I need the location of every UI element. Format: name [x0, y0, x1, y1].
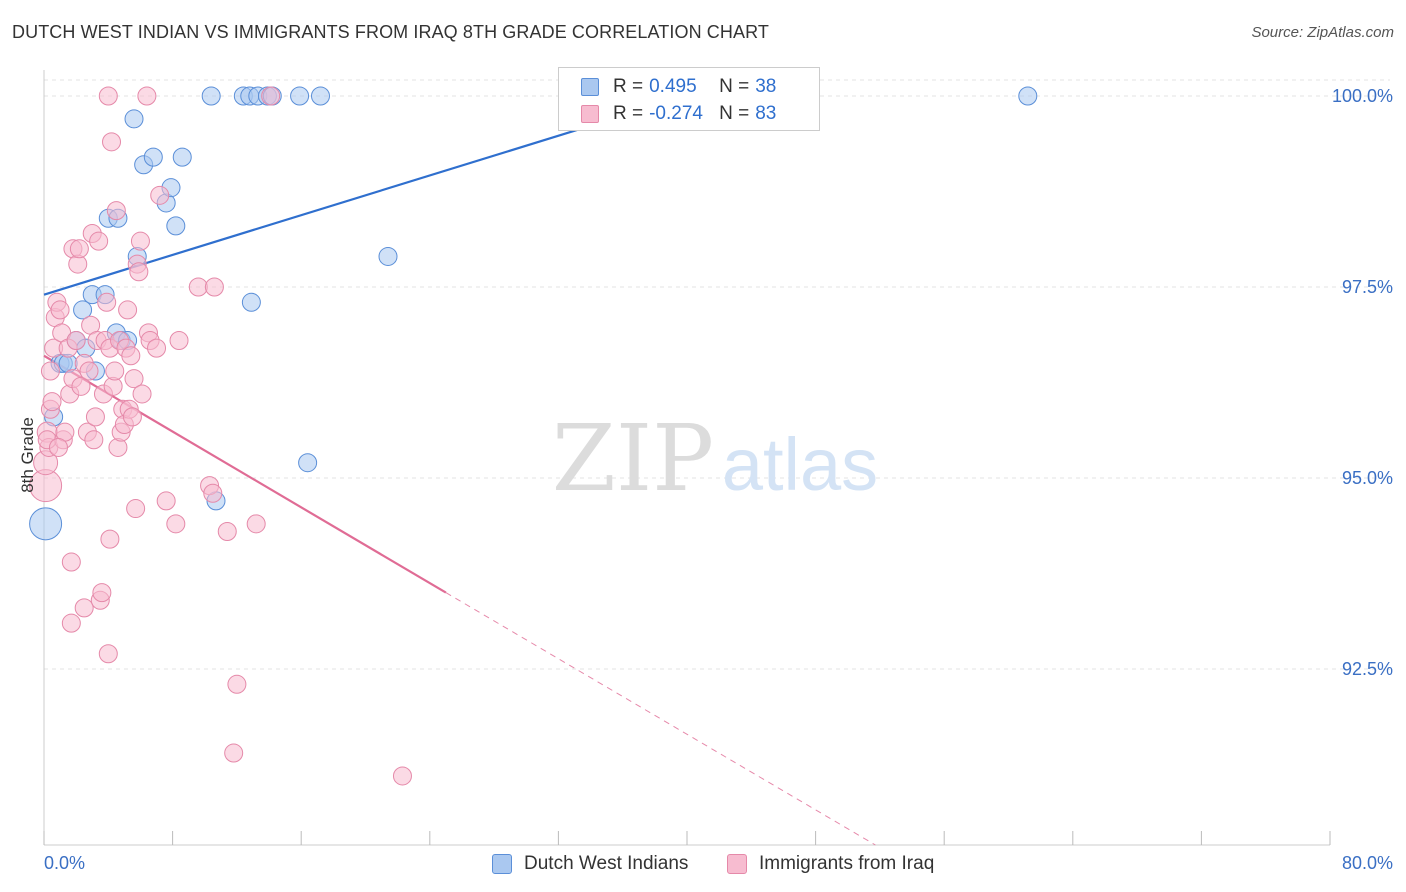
point-dutch-west-indians [201, 86, 221, 106]
point-immigrants-from-iraq [137, 86, 157, 106]
point-dutch-west-indians [378, 246, 398, 266]
point-immigrants-from-iraq [130, 231, 150, 251]
chart-source: Source: ZipAtlas.com [1251, 24, 1394, 41]
legend-n-value: 83 [755, 103, 777, 124]
point-immigrants-from-iraq [227, 674, 247, 694]
point-immigrants-from-iraq [79, 361, 99, 381]
legend-r-label: R = [613, 76, 644, 97]
y-tick-label: 100.0% [1332, 86, 1393, 106]
correlation-legend: R = 0.495 N = 38 R = -0.274 N = 83 [558, 67, 820, 131]
legend-r-label: R = [613, 103, 644, 124]
point-dutch-west-indians [172, 147, 192, 167]
point-immigrants-from-iraq [166, 514, 186, 534]
point-immigrants-from-iraq [100, 529, 120, 549]
point-immigrants-from-iraq [50, 300, 70, 320]
point-immigrants-from-iraq [105, 361, 125, 381]
point-dutch-west-indians [290, 86, 310, 106]
x-tick-label-max: 80.0% [1342, 853, 1393, 873]
data-points [29, 86, 1038, 786]
point-immigrants-from-iraq [217, 521, 237, 541]
point-immigrants-from-iraq [118, 300, 138, 320]
legend-row-immigrants-from-iraq: R = -0.274 N = 83 [581, 102, 776, 126]
x-tick-label-min: 0.0% [44, 853, 85, 873]
tick-labels: 92.5% 95.0% 97.5% 100.0% 0.0% 80.0% [44, 86, 1393, 873]
point-immigrants-from-iraq [122, 407, 142, 427]
point-immigrants-from-iraq [98, 644, 118, 664]
bottom-legend-label: Immigrants from Iraq [759, 853, 935, 874]
bottom-legend-label: Dutch West Indians [524, 853, 689, 874]
legend-n-value: 38 [755, 76, 777, 97]
point-immigrants-from-iraq [85, 407, 105, 427]
watermark-atlas: atlas [722, 423, 878, 506]
point-immigrants-from-iraq [84, 430, 104, 450]
point-immigrants-from-iraq [69, 239, 89, 259]
chart-title: DUTCH WEST INDIAN VS IMMIGRANTS FROM IRA… [12, 22, 769, 42]
legend-swatch-blue [581, 78, 599, 96]
y-tick-label: 92.5% [1342, 659, 1393, 679]
legend-row-dutch-west-indians: R = 0.495 N = 38 [581, 75, 776, 99]
point-dutch-west-indians [29, 507, 63, 541]
point-immigrants-from-iraq [261, 86, 281, 106]
legend-r-value: -0.274 [649, 103, 703, 124]
point-dutch-west-indians [166, 216, 186, 236]
y-tick-label: 95.0% [1342, 468, 1393, 488]
point-immigrants-from-iraq [392, 766, 412, 786]
point-immigrants-from-iraq [147, 338, 167, 358]
legend-swatch-pink [581, 105, 599, 123]
point-dutch-west-indians [298, 453, 318, 473]
point-immigrants-from-iraq [102, 132, 122, 152]
point-immigrants-from-iraq [71, 376, 91, 396]
point-dutch-west-indians [124, 109, 144, 129]
point-immigrants-from-iraq [204, 277, 224, 297]
point-immigrants-from-iraq [89, 231, 109, 251]
legend-n-label: N = [719, 76, 750, 97]
point-immigrants-from-iraq [224, 743, 244, 763]
point-immigrants-from-iraq [92, 583, 112, 603]
point-immigrants-from-iraq [40, 361, 60, 381]
point-immigrants-from-iraq [126, 499, 146, 519]
point-immigrants-from-iraq [61, 552, 81, 572]
point-immigrants-from-iraq [97, 292, 117, 312]
point-immigrants-from-iraq [66, 330, 86, 350]
point-dutch-west-indians [1018, 86, 1038, 106]
point-immigrants-from-iraq [121, 346, 141, 366]
point-immigrants-from-iraq [98, 86, 118, 106]
point-dutch-west-indians [143, 147, 163, 167]
point-immigrants-from-iraq [42, 392, 62, 412]
legend-r-value: 0.495 [649, 76, 697, 97]
point-immigrants-from-iraq [132, 384, 152, 404]
bottom-legend-dutch-west-indians: Dutch West Indians [492, 852, 688, 876]
point-immigrants-from-iraq [48, 437, 68, 457]
point-immigrants-from-iraq [150, 185, 170, 205]
point-immigrants-from-iraq [169, 330, 189, 350]
point-immigrants-from-iraq [106, 201, 126, 221]
point-immigrants-from-iraq [188, 277, 208, 297]
watermark-zip: ZIP [552, 405, 714, 512]
point-immigrants-from-iraq [129, 262, 149, 282]
point-immigrants-from-iraq [74, 598, 94, 618]
bottom-legend-immigrants-from-iraq: Immigrants from Iraq [727, 852, 934, 876]
point-dutch-west-indians [241, 292, 261, 312]
bottom-legend-swatch-pink [727, 854, 747, 874]
bottom-legend-swatch-blue [492, 854, 512, 874]
point-immigrants-from-iraq [61, 613, 81, 633]
point-dutch-west-indians [310, 86, 330, 106]
point-immigrants-from-iraq [124, 369, 144, 389]
trendline-extension [445, 592, 876, 846]
legend-n-label: N = [719, 103, 750, 124]
point-immigrants-from-iraq [156, 491, 176, 511]
y-tick-label: 97.5% [1342, 277, 1393, 297]
point-dutch-west-indians [73, 300, 93, 320]
point-immigrants-from-iraq [203, 483, 223, 503]
y-axis-label: 8th Grade [18, 417, 37, 493]
gridlines [44, 79, 1390, 670]
point-immigrants-from-iraq [246, 514, 266, 534]
